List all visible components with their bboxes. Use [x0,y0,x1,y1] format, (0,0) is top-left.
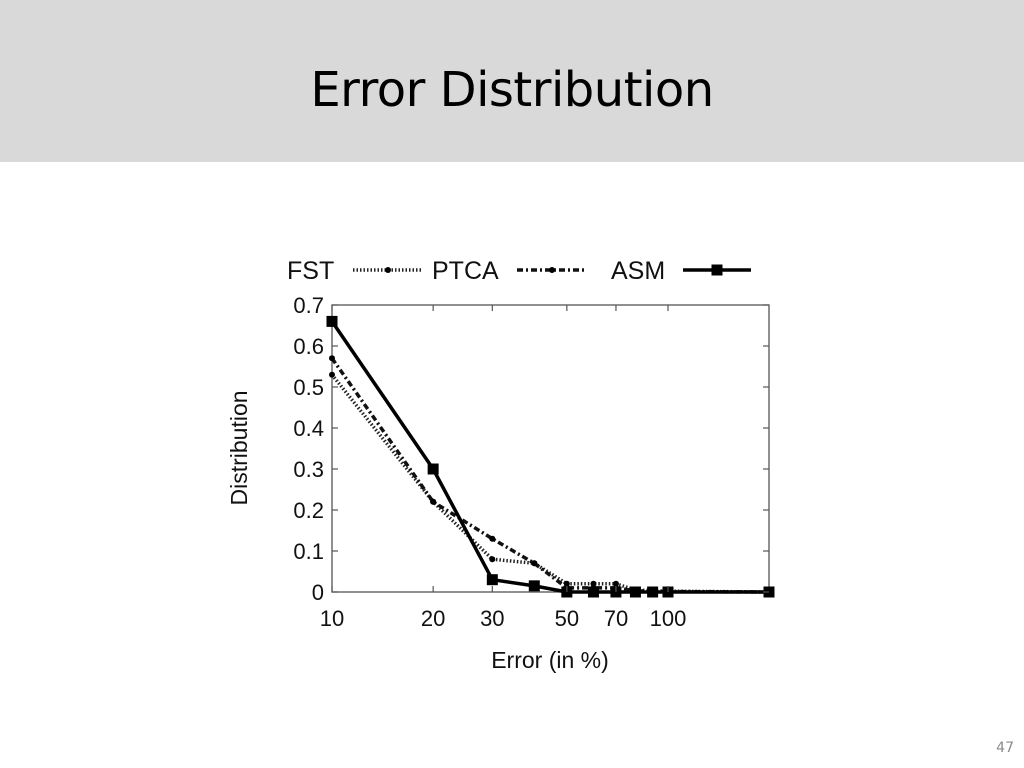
y-tick-label: 0 [312,580,324,605]
legend-label: FST [287,257,334,285]
series-ptca [329,355,772,595]
series-asm [326,315,775,598]
legend-item-asm: ASM [611,257,751,285]
legend-label: ASM [611,257,665,285]
legend-item-ptca: PTCA [432,257,587,285]
x-axis-label: Error (in %) [491,647,609,673]
y-tick-label: 0.5 [293,375,324,400]
x-tick-label: 70 [604,606,628,631]
y-axis: 0 0.1 0.2 0.3 0.4 0.5 0.6 0.7 [293,293,769,605]
y-tick-label: 0.3 [293,457,324,482]
x-tick-label: 100 [650,606,687,631]
plot-area [326,304,775,598]
plot-frame [331,304,770,593]
x-tick-label: 20 [421,606,445,631]
y-tick-label: 0.4 [293,416,324,441]
y-axis-label: Distribution [226,390,252,505]
chart-legend: FST PTCA ASM [287,257,751,285]
series-fst [329,371,772,595]
x-axis: 10 20 30 50 70 100 [320,305,687,631]
legend-item-fst: FST [287,257,423,285]
y-tick-label: 0.2 [293,498,324,523]
y-tick-label: 0.7 [293,293,324,318]
x-tick-label: 50 [555,606,579,631]
slide-header [0,0,1024,162]
x-tick-label: 30 [480,606,504,631]
page-number: 47 [996,740,1014,756]
legend-label: PTCA [432,257,499,285]
y-tick-label: 0.1 [293,539,324,564]
x-tick-label: 10 [320,606,344,631]
slide-title: Error Distribution [310,62,714,118]
y-tick-label: 0.6 [293,334,324,359]
